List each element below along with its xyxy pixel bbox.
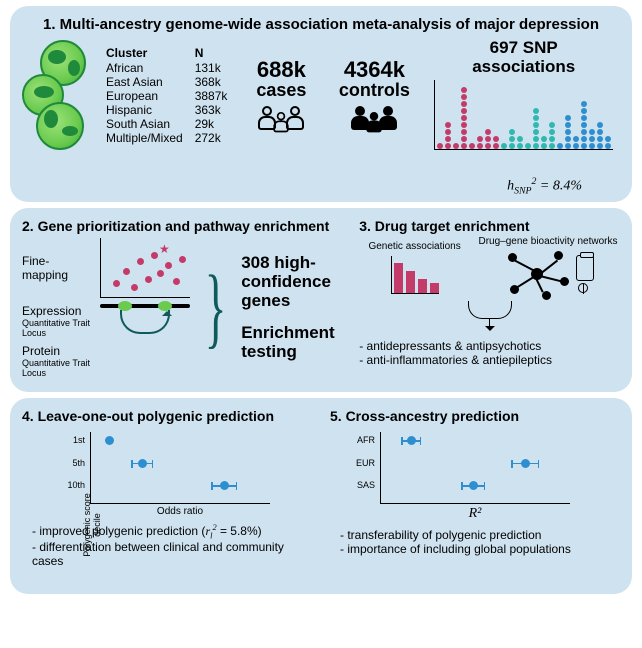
cluster-table: ClusterN African131k East Asian368k Euro… xyxy=(100,45,233,145)
panel-5-bullets: transferability of polygenic prediction … xyxy=(340,528,620,556)
expr-sub: Quantitative Trait Locus xyxy=(22,318,94,338)
panel-1-title: 1. Multi-ancestry genome-wide associatio… xyxy=(22,16,620,33)
prot-label: Protein xyxy=(22,344,94,358)
panel-2-title: 2. Gene prioritization and pathway enric… xyxy=(22,218,351,234)
panel-3: 3. Drug target enrichment Genetic associ… xyxy=(359,218,620,382)
merge-arrow-icon xyxy=(465,301,515,331)
cell: South Asian xyxy=(100,117,189,131)
panel-5-xlab: R² xyxy=(380,506,570,522)
snp-dotchart xyxy=(434,80,613,150)
panel-2-3: 2. Gene prioritization and pathway enric… xyxy=(10,208,632,392)
expr-label: Expression xyxy=(22,304,94,318)
cell: Hispanic xyxy=(100,103,189,117)
prot-sub: Quantitative Trait Locus xyxy=(22,358,94,378)
drug-gene-label: Drug–gene bioactivity networks xyxy=(479,236,618,247)
cell: 3887k xyxy=(189,89,234,103)
bullet: importance of including global populatio… xyxy=(340,542,620,556)
bullet: improved polygenic prediction (rl2 = 5.8… xyxy=(32,523,312,540)
cases-block: 688k cases xyxy=(241,58,321,132)
panel-4-title: 4. Leave-one-out polygenic prediction xyxy=(22,408,312,424)
panel-4-forest: 1st5th10th xyxy=(90,432,270,504)
th-n: N xyxy=(189,45,234,61)
cell: European xyxy=(100,89,189,103)
panel-4-5: 4. Leave-one-out polygenic prediction Po… xyxy=(10,398,632,594)
genetic-assoc-label: Genetic associations xyxy=(368,241,460,252)
panel-2: 2. Gene prioritization and pathway enric… xyxy=(22,218,351,382)
cases-n: 688k xyxy=(257,58,306,81)
globes-icon xyxy=(22,40,92,150)
cell: 368k xyxy=(189,75,234,89)
t: l xyxy=(210,531,212,540)
th-cluster: Cluster xyxy=(100,45,189,61)
controls-people-icon xyxy=(351,106,397,132)
panel-5-forest: AFREURSAS xyxy=(380,432,570,504)
fine-mapping-label: Fine-mapping xyxy=(22,254,94,282)
drug-barchart xyxy=(391,256,439,294)
controls-n: 4364k xyxy=(344,58,405,81)
panel-1: 1. Multi-ancestry genome-wide associatio… xyxy=(10,6,632,202)
cell: 131k xyxy=(189,61,234,75)
panel-3-title: 3. Drug target enrichment xyxy=(359,218,620,234)
h-var: h xyxy=(507,178,514,193)
snp-label: associations xyxy=(472,58,575,77)
cases-people-icon xyxy=(258,106,304,132)
network-icon xyxy=(502,249,572,299)
bullet: transferability of polygenic prediction xyxy=(340,528,620,542)
panel-4-xlab: Odds ratio xyxy=(90,506,270,517)
cell: 272k xyxy=(189,131,234,145)
genes-result: 308 high-confidence genes xyxy=(241,254,351,310)
brace-icon: } xyxy=(205,273,227,343)
cell: 29k xyxy=(189,117,234,131)
snp-block: 697 SNP associations xyxy=(427,39,620,150)
expr-bead-icon xyxy=(100,304,190,334)
cell: 363k xyxy=(189,103,234,117)
bullet: anti-inflammatories & antiepileptics xyxy=(359,353,620,367)
panel-5: 5. Cross-ancestry prediction AFREURSAS R… xyxy=(330,408,620,584)
controls-block: 4364k controls xyxy=(329,58,419,132)
panel-4-bullets: improved polygenic prediction (rl2 = 5.8… xyxy=(32,523,312,568)
cases-label: cases xyxy=(256,81,306,100)
drugs-icon xyxy=(576,255,594,293)
cell: Multiple/Mixed xyxy=(100,131,189,145)
controls-label: controls xyxy=(339,81,410,100)
h-rhs: = 8.4% xyxy=(536,178,582,193)
fine-mapping-scatter: ★ xyxy=(100,238,190,298)
t: = 5.8%) xyxy=(217,524,262,538)
t: improved polygenic prediction ( xyxy=(39,524,205,538)
bullet: antidepressants & antipsychotics xyxy=(359,339,620,353)
panel-3-bullets: antidepressants & antipsychotics anti-in… xyxy=(359,339,620,367)
bullet: differentiation between clinical and com… xyxy=(32,540,312,568)
panel-5-title: 5. Cross-ancestry prediction xyxy=(330,408,620,424)
snp-n: 697 SNP xyxy=(490,39,558,58)
cell: East Asian xyxy=(100,75,189,89)
cell: African xyxy=(100,61,189,75)
heritability-formula: hSNP2 = 8.4% xyxy=(507,176,582,196)
enrichment-result: Enrichment testing xyxy=(241,324,341,361)
h-sub: SNP xyxy=(514,185,531,196)
panel-4: 4. Leave-one-out polygenic prediction Po… xyxy=(22,408,312,584)
